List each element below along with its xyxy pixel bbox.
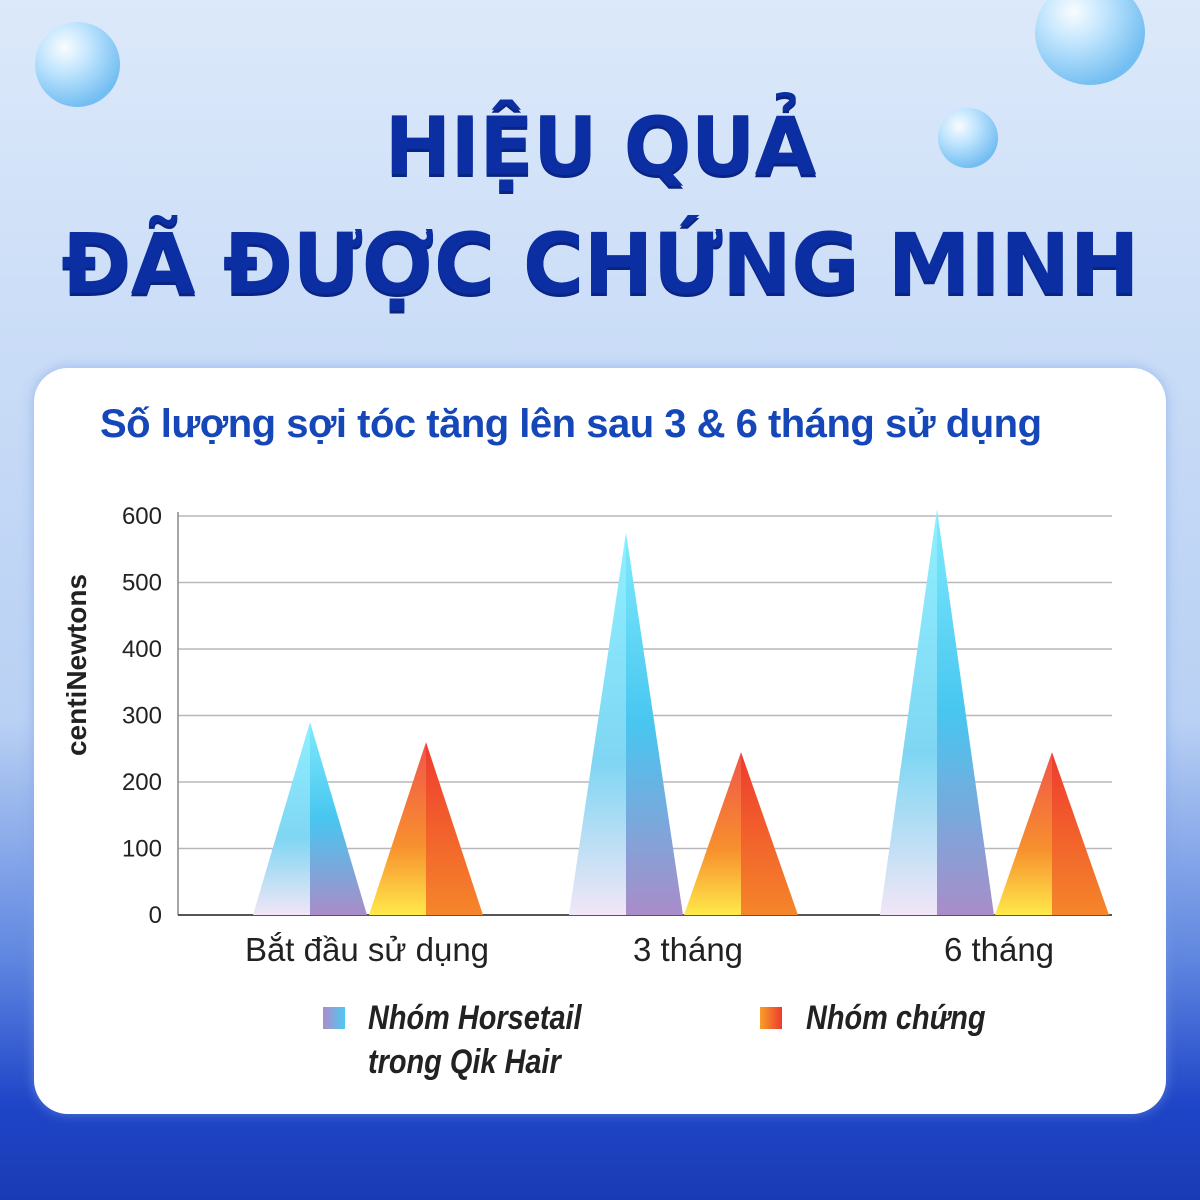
chart-title: Số lượng sợi tóc tăng lên sau 3 & 6 thán… — [100, 402, 1042, 446]
bar-left-face — [253, 722, 310, 915]
bar-right-face — [310, 722, 367, 915]
y-tick-label: 300 — [122, 703, 162, 730]
legend-label-line1: Nhóm Horsetail — [368, 999, 582, 1037]
bar-left-face — [880, 509, 937, 915]
legend-label-horsetail: Nhóm Horsetail trong Qik Hair — [368, 996, 582, 1084]
bar-right-face — [1052, 752, 1109, 915]
x-tick-label: Bắt đầu sử dụng — [245, 931, 489, 968]
legend-label-control: Nhóm chứng — [806, 999, 986, 1037]
bar-right-face — [626, 532, 683, 915]
headline-line2: ĐÃ ĐƯỢC CHỨNG MINH — [61, 215, 1140, 313]
y-tick-label: 500 — [122, 570, 162, 597]
y-tick-label: 0 — [149, 902, 162, 929]
bar-control — [369, 742, 483, 915]
bar-left-face — [369, 742, 426, 915]
x-tick-label: 3 tháng — [633, 931, 743, 968]
y-tick-label: 600 — [122, 503, 162, 530]
bar-left-face — [995, 752, 1052, 915]
bar-control — [684, 752, 798, 915]
bar-horsetail — [880, 509, 994, 915]
legend-label-line2: trong Qik Hair — [368, 1043, 561, 1081]
bubble-decoration — [938, 108, 998, 168]
bar-right-face — [937, 509, 994, 915]
bar-control — [995, 752, 1109, 915]
bar-left-face — [569, 532, 626, 915]
x-tick-label: 6 tháng — [944, 931, 1054, 968]
bar-horsetail — [253, 722, 367, 915]
legend-swatch-horsetail — [323, 1007, 345, 1029]
bar-right-face — [426, 742, 483, 915]
bar-right-face — [741, 752, 798, 915]
y-tick-label: 200 — [122, 769, 162, 796]
bar-horsetail — [569, 532, 683, 915]
headline-line1: HIỆU QUẢ — [384, 100, 816, 193]
bubble-decoration — [35, 22, 120, 107]
legend-swatch-control — [760, 1007, 782, 1029]
y-axis-label: centiNewtons — [61, 574, 92, 756]
y-tick-label: 100 — [122, 836, 162, 863]
y-tick-label: 400 — [122, 636, 162, 663]
bubble-decoration — [1035, 0, 1145, 85]
bar-left-face — [684, 752, 741, 915]
